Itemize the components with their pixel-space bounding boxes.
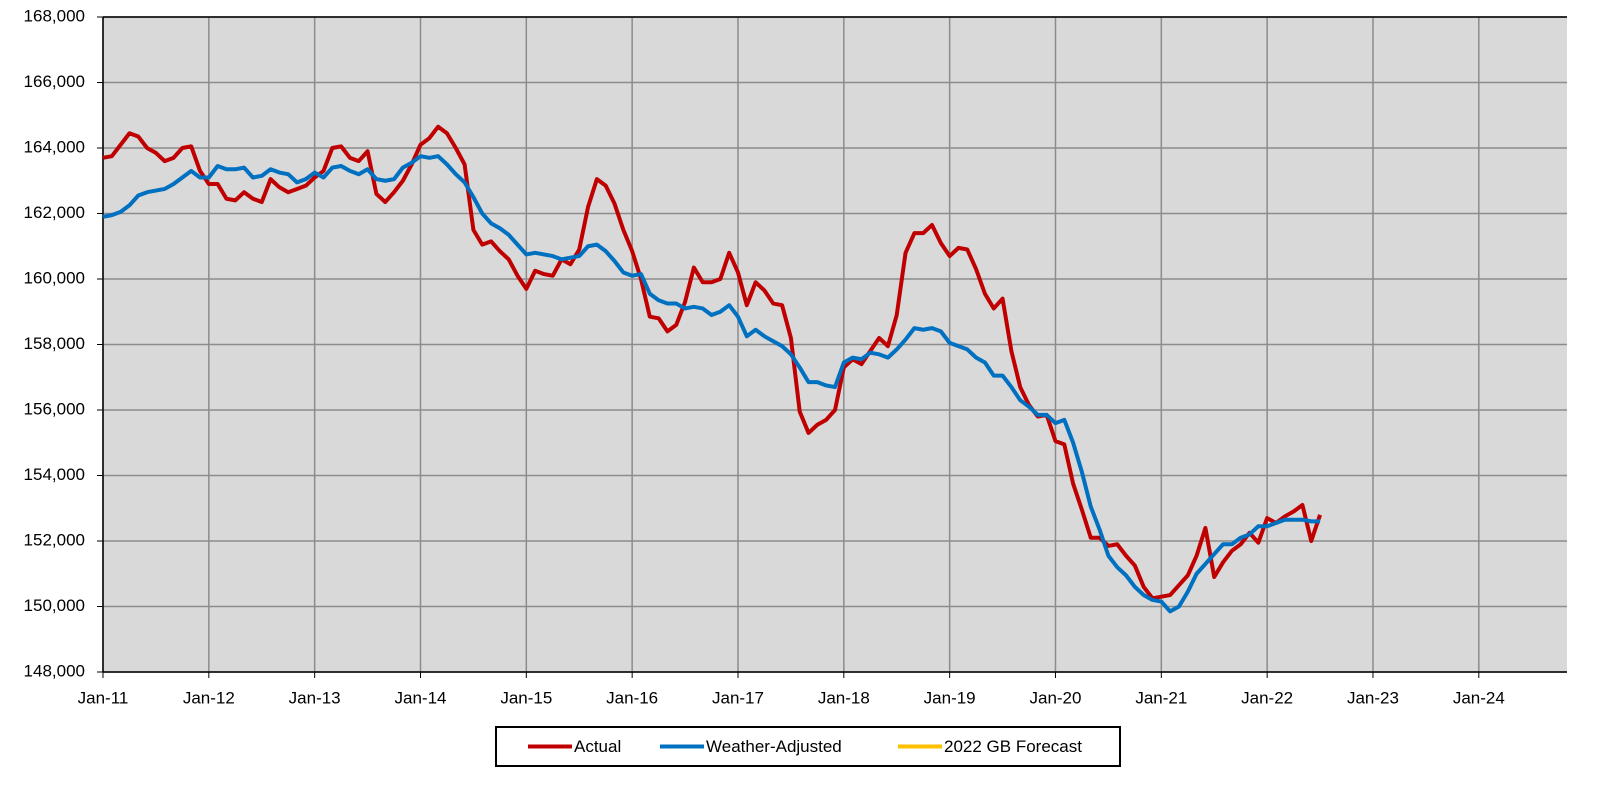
x-tick-label: Jan-12 (183, 688, 235, 707)
x-tick-label: Jan-15 (500, 688, 552, 707)
y-tick-label: 156,000 (24, 399, 85, 418)
y-tick-label: 150,000 (24, 596, 85, 615)
x-tick-label: Jan-23 (1347, 688, 1399, 707)
y-tick-label: 160,000 (24, 268, 85, 287)
x-tick-label: Jan-22 (1241, 688, 1293, 707)
y-tick-label: 152,000 (24, 530, 85, 549)
x-tick-label: Jan-20 (1029, 688, 1081, 707)
y-tick-label: 148,000 (24, 661, 85, 680)
series-line (102, 124, 1322, 601)
y-tick-label: 166,000 (24, 72, 85, 91)
legend-label: Weather-Adjusted (706, 737, 842, 756)
x-tick-label: Jan-18 (818, 688, 870, 707)
x-tick-label: Jan-21 (1135, 688, 1187, 707)
legend-label: Actual (574, 737, 621, 756)
x-tick-label: Jan-16 (606, 688, 658, 707)
y-tick-label: 158,000 (24, 334, 85, 353)
x-tick-label: Jan-24 (1453, 688, 1505, 707)
x-tick-label: Jan-19 (924, 688, 976, 707)
legend-label: 2022 GB Forecast (944, 737, 1082, 756)
x-tick-label: Jan-11 (78, 688, 129, 707)
y-tick-label: 168,000 (24, 6, 85, 25)
x-tick-label: Jan-17 (712, 688, 764, 707)
series-line (102, 154, 1321, 614)
y-tick-label: 162,000 (24, 203, 85, 222)
y-tick-label: 164,000 (24, 137, 85, 156)
legend-box (495, 726, 1121, 767)
x-tick-label: Jan-13 (289, 688, 341, 707)
x-tick-label: Jan-14 (395, 688, 447, 707)
y-tick-label: 154,000 (24, 465, 85, 484)
